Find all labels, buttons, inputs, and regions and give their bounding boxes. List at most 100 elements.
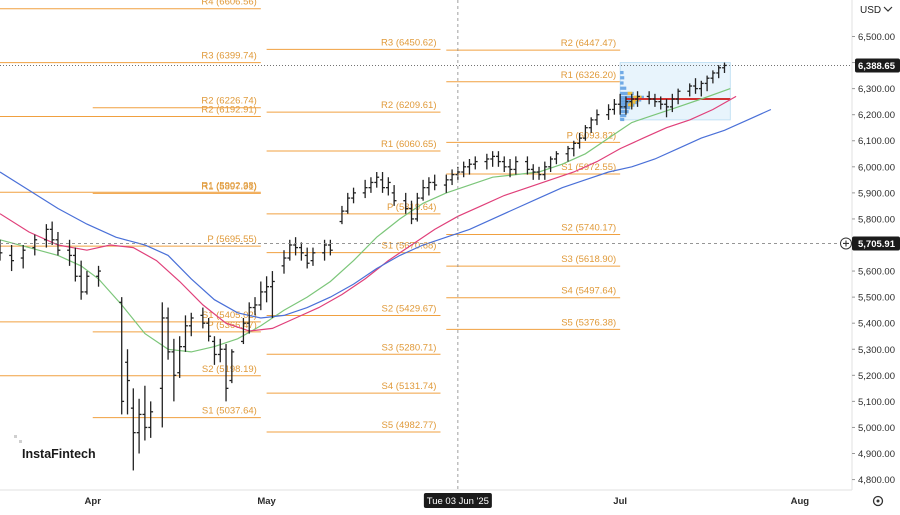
ohlc-bar [669,93,675,113]
price-tick-label: 5,900.00 [858,188,895,199]
price-tick-label: 6,500.00 [858,32,895,43]
ohlc-bar [409,200,414,225]
ohlc-bar [380,172,385,193]
ohlc-bar [310,247,316,266]
price-tick-label: 5,000.00 [858,423,895,434]
ohlc-bar [710,70,716,84]
ohlc-bar [136,398,142,454]
last-price-label: 6,388.65 [858,61,896,72]
crosshair-price-badge [852,236,900,251]
volume-profile-bar-highlight [629,100,636,105]
ohlc-bar [461,161,467,178]
ohlc-bar [536,166,542,180]
pivot-label-s2: S2 (5740.17) [561,223,616,234]
pivot-label-s5: S5 (5376.38) [561,317,616,328]
ohlc-bar [188,312,194,337]
pivot-label-r2: R2 (6192.91) [201,105,256,116]
ohlc-bar [571,140,577,157]
volume-profile-bar [620,113,627,118]
ohlc-bar [704,75,710,92]
ohlc-bar [96,265,101,287]
price-tick-label: 5,600.00 [858,267,895,278]
price-tick-label: 5,400.00 [858,319,895,330]
moving-average-line-ma_slow [0,108,772,319]
ohlc-bar [606,104,611,120]
pivot-label-p: P (5695.55) [207,234,256,245]
ohlc-bar [32,234,38,256]
price-tick-label: 6,000.00 [858,162,895,173]
ohlc-bar [9,245,14,272]
ohlc-bar [130,388,136,471]
currency-label[interactable]: USD [860,5,881,16]
ohlc-bar [565,145,571,162]
moving-average-line-ma_fast [0,88,731,353]
ohlc-bar [693,78,698,94]
ohlc-bar [229,349,235,384]
ohlc-bar [675,88,681,105]
ohlc-bar [0,239,3,261]
ohlc-bar [67,239,72,266]
pivot-label-s4: S4 (5131.74) [382,381,437,392]
pivot-label-r1: R1 (6060.65) [381,139,436,150]
ohlc-bar [200,307,206,329]
ohlc-bar [582,125,588,141]
volume-profile-bar [620,106,631,110]
ohlc-bar [374,172,380,188]
ohlc-bar [206,317,212,342]
pivot-label-s3: S3 (5618.90) [561,254,616,265]
ohlc-bar [611,99,617,115]
pivot-label-p: P (6093.82) [567,130,616,141]
ohlc-bar [525,156,530,175]
ohlc-bar [183,315,188,352]
ohlc-bar [594,109,600,126]
price-tick-label: 5,300.00 [858,345,895,356]
ohlc-bar [270,271,275,318]
pivot-label-s4: S4 (5497.64) [561,286,616,297]
add-alert-button[interactable] [840,237,852,250]
time-axis[interactable]: Apr May Jul Aug [85,496,810,507]
ohlc-bar [542,161,548,180]
volume-profile-bar-highlight [627,91,633,96]
ohlc-bar [467,158,472,175]
time-tick-label: Apr [85,496,102,507]
volume-profile [619,62,731,122]
crosshair [0,0,852,490]
ohlc-bar [84,271,90,295]
ohlc-bar [258,281,264,311]
ohlc-bar [327,239,333,256]
moving-average-line-ma_mid [0,95,737,332]
ohlc-bar [617,93,623,115]
time-tick-label: May [257,496,276,507]
pivot-label-r2: R2 (6209.61) [381,100,436,111]
chevron-down-icon[interactable] [883,6,893,12]
pivot-label-s1: S1 (5037.64) [202,406,257,417]
crosshair-date-label: Tue 03 Jun '25 [427,496,489,507]
brand-dots [14,435,17,438]
pivot-label-s1: S1 (5972.55) [561,162,616,173]
price-tick-label: 5,100.00 [858,397,895,408]
ohlc-bar [652,93,658,107]
ohlc-bar [391,185,397,206]
crosshair-date-badge [423,493,492,508]
ohlc-bar [264,276,270,303]
pivot-label-r3: R3 (6450.62) [381,37,436,48]
pivot-label-r1: R1 (5902.38) [201,180,256,191]
gear-icon[interactable] [872,495,884,507]
ohlc-bar [443,174,449,193]
plus-icon [843,240,849,247]
pivot-label-r1: R1 (5897.91) [201,181,256,192]
price-tick-label: 6,100.00 [858,136,895,147]
ohlc-bar [49,221,55,245]
ohlc-bar [43,224,49,248]
volume-profile-bar [620,103,635,107]
ohlc-bar [629,93,635,110]
volume-profile-bar [620,76,625,80]
ohlc-bar [472,156,478,170]
ohlc-bar [165,307,171,360]
ohlc-bar [635,91,640,107]
volume-profile-bar [620,86,627,90]
ohlc-bar [484,153,490,170]
ohlc-bar [513,156,519,175]
